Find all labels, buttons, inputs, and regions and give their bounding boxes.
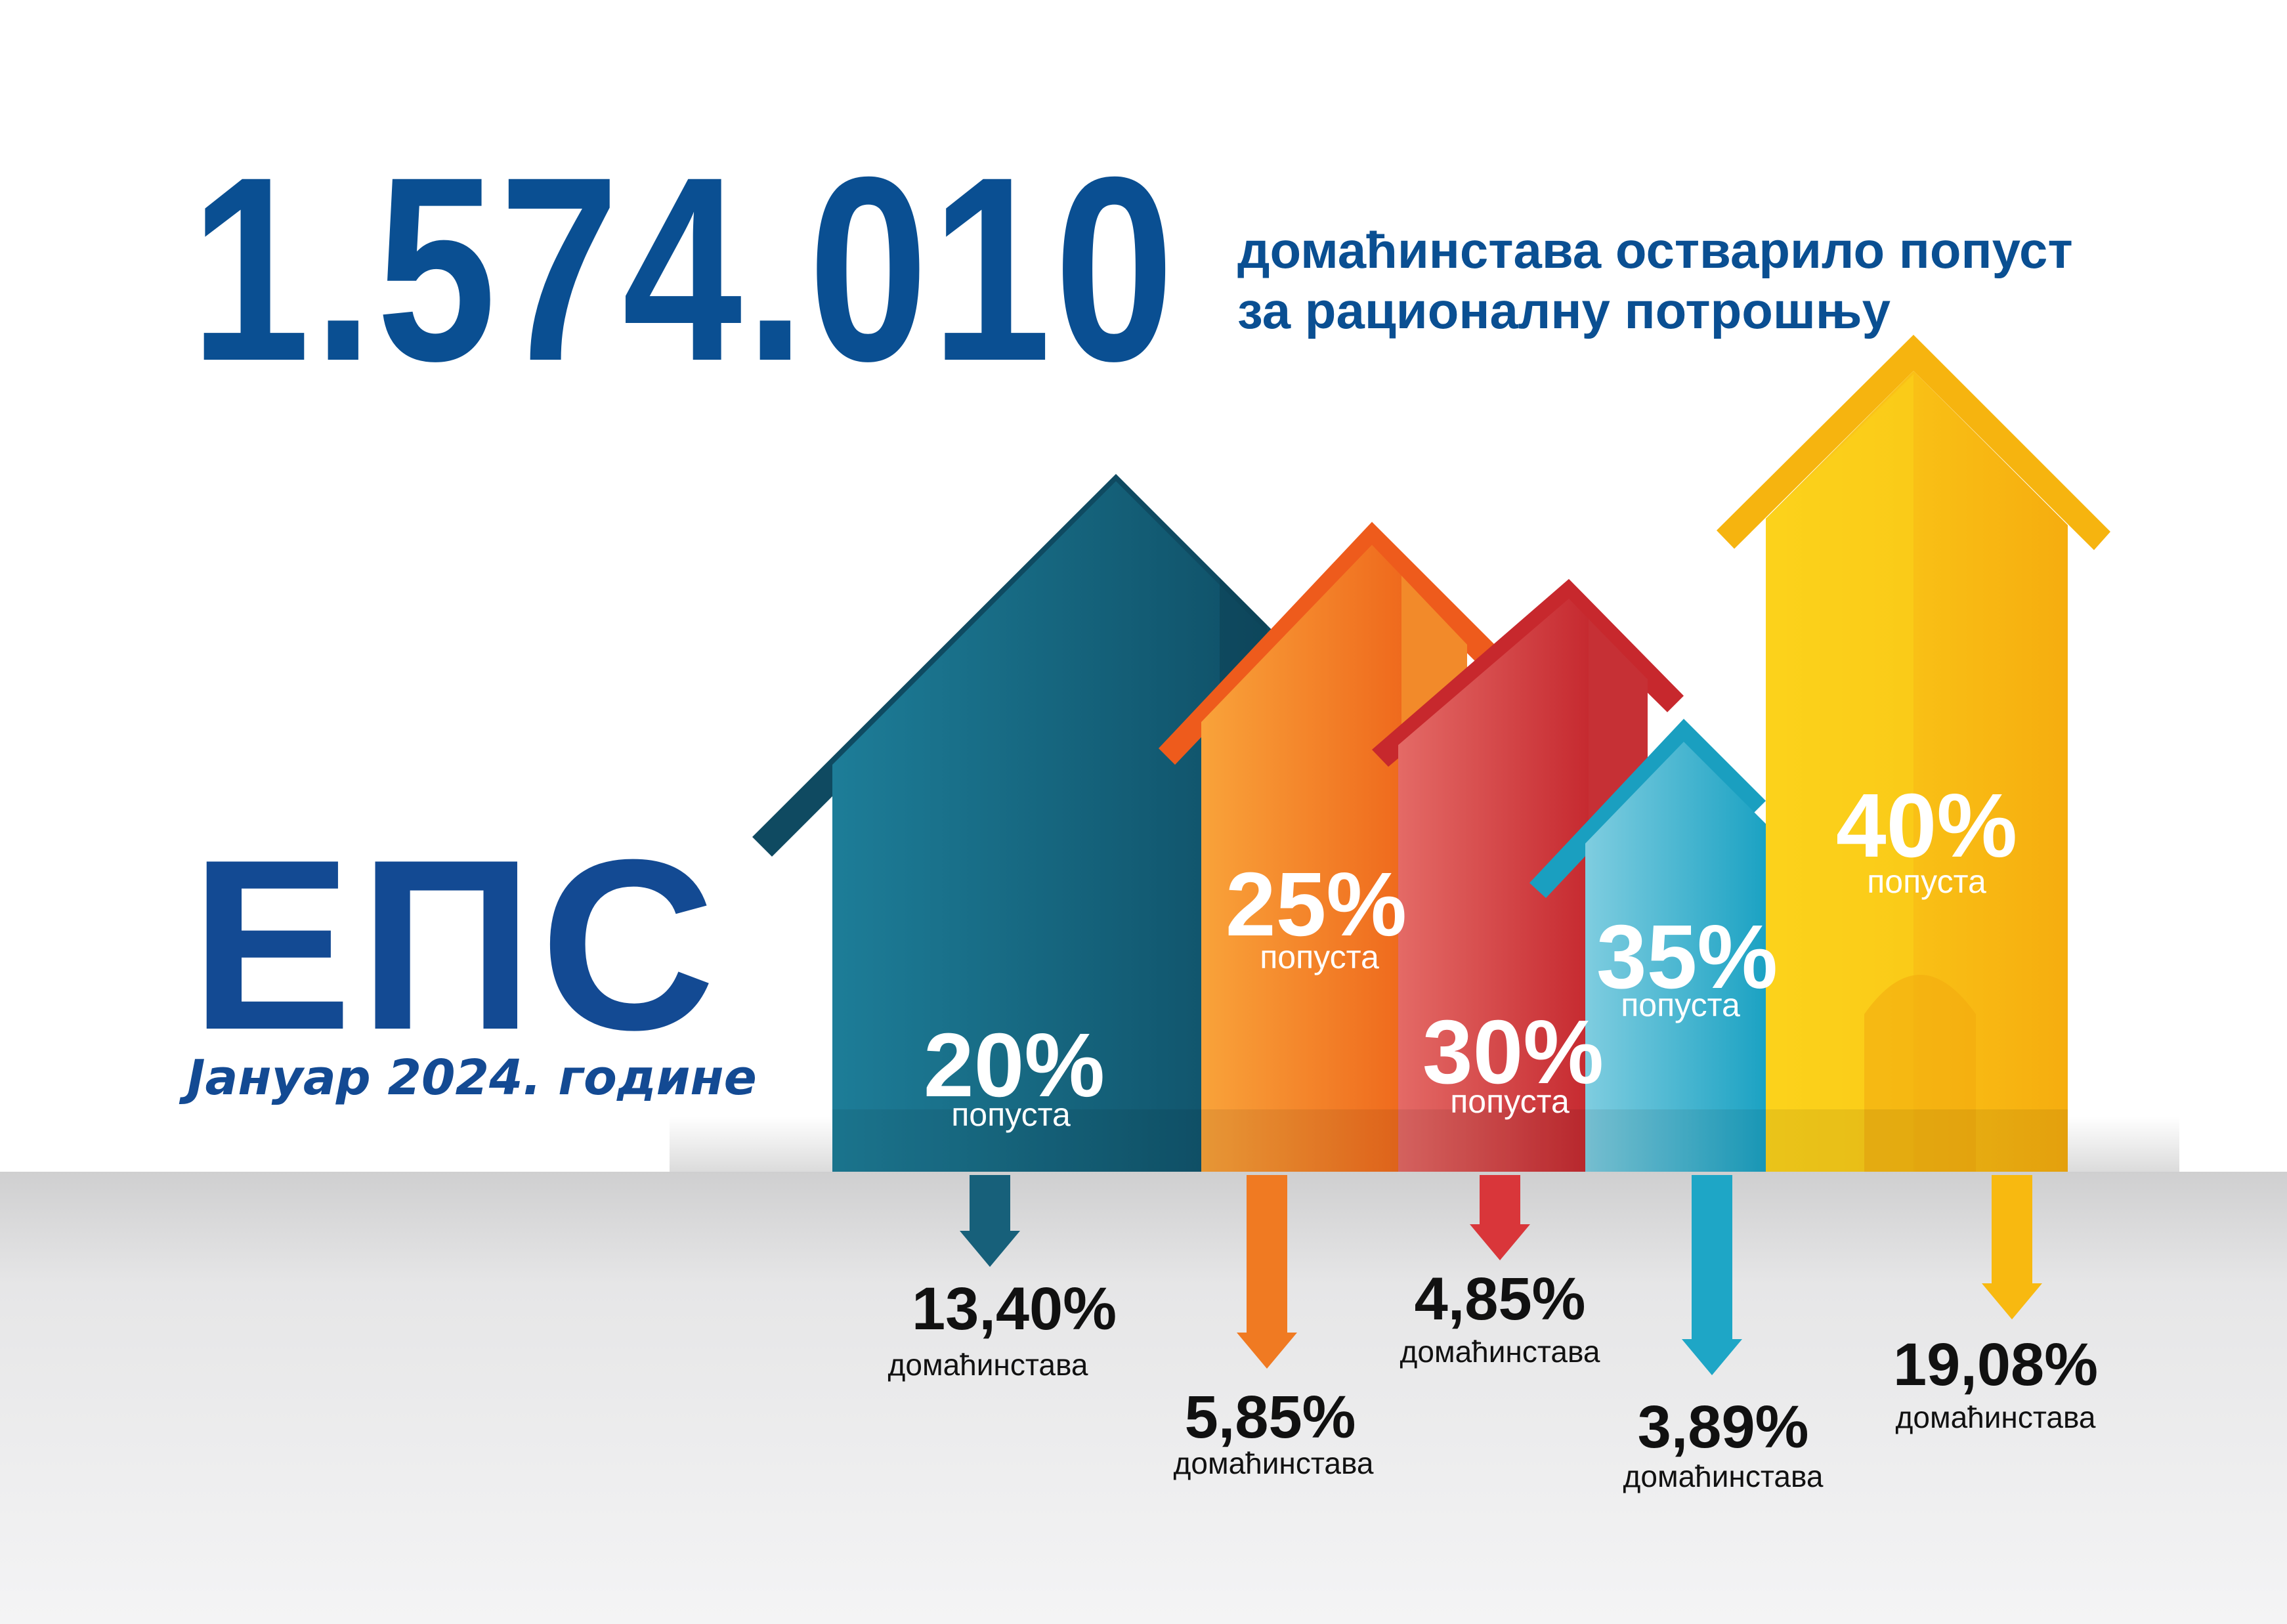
- share-suffix-35: домаћинстава: [1623, 1459, 1824, 1493]
- discount-suffix-40: попуста: [1867, 863, 1986, 900]
- share-value-35: 3,89%: [1638, 1394, 1809, 1461]
- house-35: [1529, 719, 1766, 1172]
- discount-suffix-35: попуста: [1621, 987, 1740, 1023]
- floor: [0, 1172, 2287, 1624]
- value-arrow-2: [1237, 1175, 1297, 1369]
- value-arrow-3: [1470, 1175, 1530, 1260]
- share-value-30: 4,85%: [1415, 1266, 1586, 1333]
- discount-label-30: 30% попуста: [1422, 1002, 1604, 1120]
- share-value-40: 19,08%: [1893, 1331, 2098, 1398]
- headline-line-1: домаћинстава остварило попуст: [1237, 221, 2073, 279]
- discount-value-30: 30%: [1422, 1002, 1604, 1103]
- house-40-door: [1864, 975, 1976, 1172]
- discount-suffix-25: попуста: [1260, 939, 1379, 975]
- eps-logo: ЕПС: [190, 809, 722, 1080]
- discount-label-25: 25% попуста: [1226, 854, 1407, 975]
- share-value-25: 5,85%: [1185, 1384, 1356, 1451]
- discount-value-20: 20%: [924, 1015, 1105, 1116]
- headline-text: домаћинстава остварило попуст за рациона…: [1237, 220, 2073, 341]
- share-suffix-25: домаћинстава: [1174, 1446, 1374, 1480]
- discount-label-20: 20% попуста: [924, 1015, 1105, 1133]
- value-arrows: [960, 1175, 2042, 1375]
- discount-label-40: 40% попуста: [1836, 775, 2017, 900]
- value-arrow-5: [1982, 1175, 2042, 1319]
- share-label-20: 13,40% домаћинстава: [888, 1275, 1117, 1382]
- discount-value-40: 40%: [1836, 775, 2017, 876]
- share-label-25: 5,85% домаћинстава: [1174, 1384, 1374, 1480]
- headline-number: 1.574.010: [190, 122, 1178, 416]
- house-40: [1717, 335, 2110, 1172]
- headline-line-2: за рационалну потрошњу: [1237, 282, 1891, 339]
- share-suffix-20: домаћинстава: [888, 1348, 1088, 1382]
- discount-suffix-20: попуста: [951, 1096, 1071, 1133]
- value-arrow-4: [1682, 1175, 1742, 1375]
- share-label-30: 4,85% домаћинстава: [1400, 1266, 1600, 1369]
- discount-suffix-30: попуста: [1450, 1083, 1570, 1120]
- share-label-40: 19,08% домаћинстава: [1893, 1331, 2098, 1434]
- value-arrow-1: [960, 1175, 1020, 1267]
- share-suffix-30: домаћинстава: [1400, 1335, 1600, 1369]
- share-label-35: 3,89% домаћинстава: [1623, 1394, 1824, 1493]
- date-label: Јануар 2024. године: [187, 1050, 757, 1106]
- discount-label-35: 35% попуста: [1596, 907, 1778, 1023]
- discount-value-25: 25%: [1226, 854, 1407, 955]
- discount-value-35: 35%: [1596, 907, 1778, 1008]
- share-suffix-40: домаћинстава: [1896, 1400, 2096, 1434]
- share-value-20: 13,40%: [912, 1275, 1117, 1342]
